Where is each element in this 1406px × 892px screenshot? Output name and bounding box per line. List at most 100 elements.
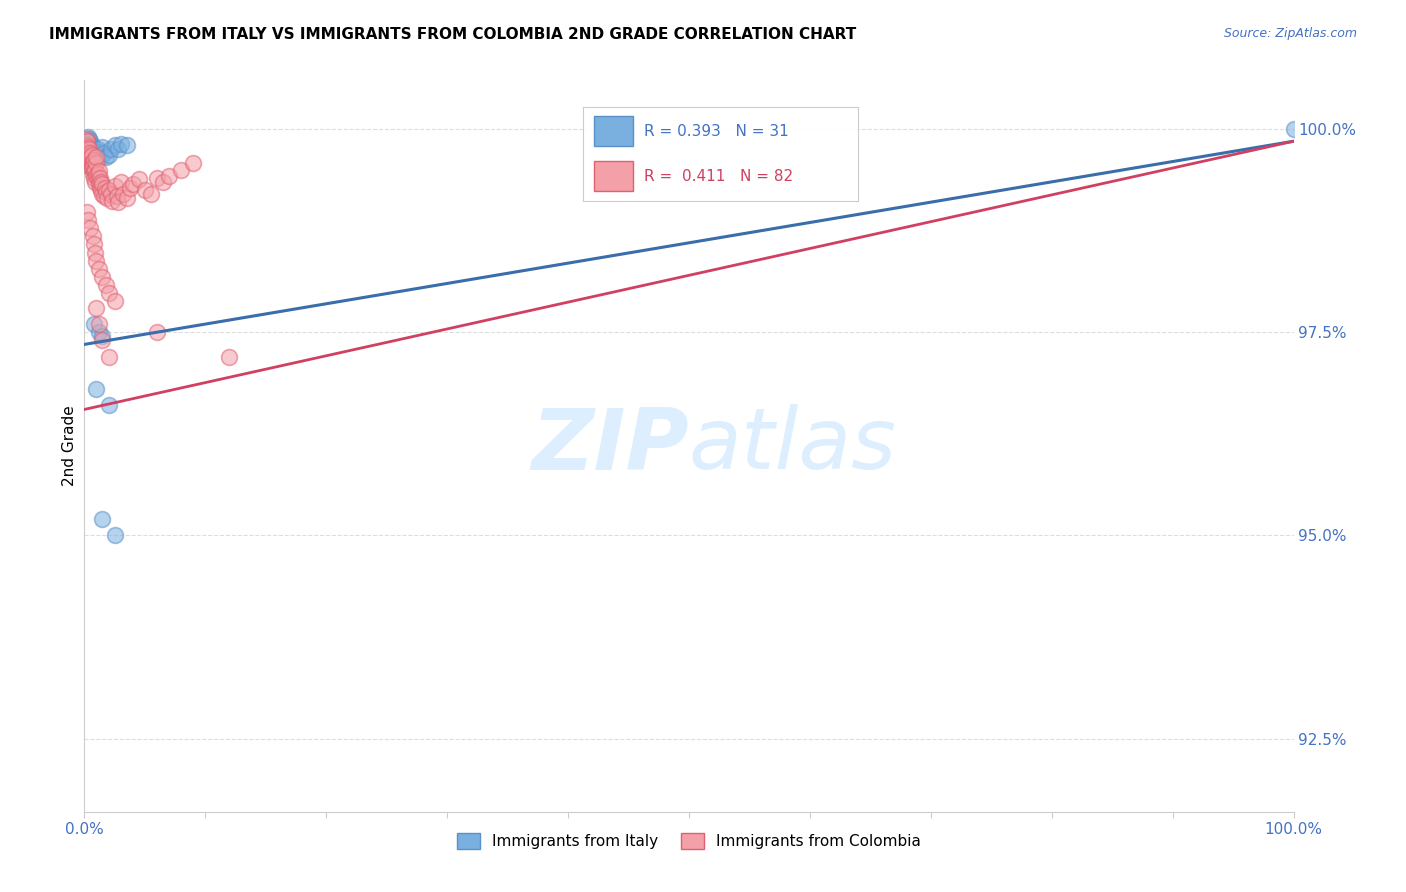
Point	[84, 245, 107, 260]
Point	[86, 142, 108, 156]
Point	[87, 317, 110, 331]
Point	[86, 151, 108, 165]
Point	[77, 151, 100, 165]
Point	[79, 136, 101, 151]
Point	[87, 178, 110, 192]
Point	[79, 156, 101, 170]
Point	[77, 159, 100, 173]
Point	[170, 162, 193, 177]
Point	[121, 178, 143, 192]
Point	[93, 188, 115, 202]
Point	[104, 138, 127, 153]
Point	[75, 132, 97, 146]
Point	[105, 188, 128, 202]
Text: atlas: atlas	[689, 404, 897, 488]
Point	[79, 153, 101, 167]
Text: R = 0.393   N = 31: R = 0.393 N = 31	[644, 124, 789, 139]
Point	[83, 170, 105, 185]
Point	[90, 151, 112, 165]
Point	[77, 130, 100, 145]
Point	[75, 134, 97, 148]
Point	[79, 146, 101, 161]
Point	[82, 167, 104, 181]
Point	[87, 261, 110, 276]
Point	[97, 148, 120, 162]
Point	[97, 286, 120, 301]
Point	[120, 180, 142, 194]
Point	[84, 162, 107, 177]
Point	[83, 237, 105, 252]
Point	[89, 170, 111, 185]
Point	[152, 175, 174, 189]
Point	[86, 167, 108, 181]
Point	[146, 170, 169, 185]
Point	[83, 164, 105, 178]
Legend: Immigrants from Italy, Immigrants from Colombia: Immigrants from Italy, Immigrants from C…	[451, 827, 927, 855]
Point	[77, 142, 100, 156]
Point	[90, 183, 112, 197]
Point	[91, 140, 114, 154]
Point	[76, 205, 98, 219]
Text: R =  0.411   N = 82: R = 0.411 N = 82	[644, 169, 793, 184]
Point	[91, 334, 114, 348]
Point	[94, 186, 117, 200]
Point	[218, 350, 240, 364]
Point	[79, 134, 101, 148]
Point	[100, 187, 122, 202]
Point	[83, 153, 105, 167]
Point	[89, 180, 111, 194]
Point	[82, 229, 104, 244]
Point	[79, 221, 101, 235]
Point	[115, 191, 138, 205]
Point	[77, 148, 100, 162]
Point	[82, 154, 104, 169]
Point	[107, 195, 129, 210]
Point	[80, 156, 103, 170]
Point	[86, 382, 108, 396]
Point	[89, 145, 111, 159]
Point	[91, 187, 114, 202]
Bar	[595, 161, 633, 191]
Point	[86, 156, 108, 170]
Point	[86, 146, 108, 161]
Point	[181, 156, 204, 170]
Point	[76, 146, 98, 161]
Point	[110, 175, 132, 189]
Point	[87, 164, 110, 178]
Point	[86, 172, 108, 186]
Point	[80, 138, 103, 153]
Point	[76, 134, 98, 148]
Point	[94, 278, 117, 293]
Point	[91, 178, 114, 192]
Point	[97, 183, 120, 197]
Point	[94, 180, 117, 194]
Text: IMMIGRANTS FROM ITALY VS IMMIGRANTS FROM COLOMBIA 2ND GRADE CORRELATION CHART: IMMIGRANTS FROM ITALY VS IMMIGRANTS FROM…	[49, 27, 856, 42]
Point	[128, 172, 150, 186]
Point	[101, 194, 124, 208]
Point	[87, 148, 110, 162]
Point	[84, 175, 107, 189]
Point	[97, 398, 120, 412]
Point	[80, 148, 103, 162]
Point	[83, 142, 105, 156]
Point	[82, 140, 104, 154]
Point	[112, 187, 135, 202]
Point	[91, 269, 114, 284]
Point	[82, 159, 104, 173]
Point	[100, 142, 122, 156]
Point	[115, 138, 138, 153]
Point	[96, 191, 118, 205]
Point	[91, 512, 114, 526]
Point	[77, 154, 100, 169]
Point	[110, 136, 132, 151]
Point	[86, 253, 108, 268]
Point	[86, 169, 108, 184]
Point	[84, 145, 107, 159]
Point	[157, 169, 180, 184]
Bar	[595, 116, 633, 146]
Y-axis label: 2nd Grade: 2nd Grade	[62, 406, 77, 486]
Point	[87, 325, 110, 339]
Text: ZIP: ZIP	[531, 404, 689, 488]
Point	[77, 140, 100, 154]
Point	[134, 183, 156, 197]
